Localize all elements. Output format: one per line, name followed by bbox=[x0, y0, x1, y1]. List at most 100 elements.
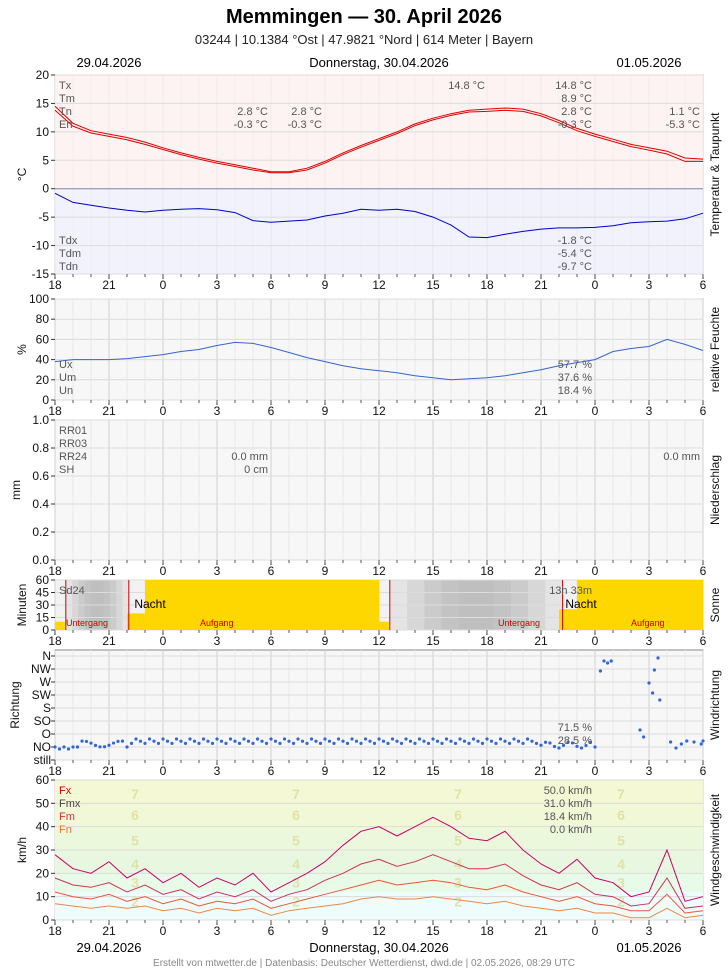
wind-direction-point bbox=[539, 743, 543, 747]
wind-direction-point bbox=[323, 737, 327, 741]
wind-direction-point bbox=[345, 741, 350, 746]
temp-legend-Tx: Tx bbox=[59, 80, 72, 92]
humidity-x-tick-label: 12 bbox=[372, 404, 386, 418]
wind-direction-point bbox=[228, 737, 233, 741]
wind-direction-point bbox=[341, 739, 345, 743]
humidity-y-tick-label: 60 bbox=[36, 332, 50, 346]
dir-stat-a: 71.5 % bbox=[558, 722, 592, 734]
wind-direction-point bbox=[638, 728, 642, 732]
wind-fmx: 31.0 km/h bbox=[544, 798, 592, 810]
wind-direction-point bbox=[224, 741, 228, 746]
precipitation-x-tick-label: 6 bbox=[700, 564, 707, 578]
wind-direction-point bbox=[233, 739, 237, 743]
footer-credit: Erstellt von mtwetter.de | Datenbasis: D… bbox=[153, 958, 575, 969]
beaufort-band bbox=[55, 780, 703, 804]
temperature-x-tick-label: 15 bbox=[426, 278, 440, 292]
beaufort-label: 5 bbox=[454, 833, 462, 849]
wind-series-fx bbox=[54, 816, 704, 902]
precipitation-x-tick-label: 6 bbox=[268, 564, 275, 578]
temperature-x-tick-label: 0 bbox=[160, 278, 167, 292]
wind-direction-point bbox=[215, 737, 219, 741]
wind-direction-point bbox=[273, 739, 278, 743]
wind-direction-point bbox=[458, 737, 462, 741]
temperature-y-tick-label: 5 bbox=[42, 153, 49, 167]
precip-legend-SH: SH bbox=[59, 464, 74, 476]
sunshine-x-tick-label: 0 bbox=[592, 634, 599, 648]
beaufort-label: 2 bbox=[454, 893, 462, 909]
humidity-y-tick-label: 0 bbox=[42, 393, 49, 407]
night-label: Nacht bbox=[134, 597, 166, 611]
sunshine-x-tick-label: 21 bbox=[102, 634, 116, 648]
wind-direction-x-tick-label: 12 bbox=[372, 764, 386, 778]
beaufort-label: 5 bbox=[617, 833, 625, 849]
temperature-x-tick-label: 18 bbox=[48, 278, 62, 292]
wind-direction-point bbox=[525, 737, 530, 741]
sunshine-bar bbox=[577, 580, 703, 630]
wind-direction-point bbox=[134, 737, 138, 741]
wind-direction-point bbox=[516, 739, 521, 743]
wind-direction-point bbox=[246, 739, 251, 743]
wind-speed-x-tick-label: 0 bbox=[592, 924, 599, 938]
wind-direction-point bbox=[278, 741, 282, 746]
wind-direction-point bbox=[143, 741, 147, 746]
wind-speed-x-tick-label: 21 bbox=[102, 924, 116, 938]
wind-speed-x-tick-label: 6 bbox=[700, 924, 707, 938]
wind-speed-x-tick-label: 3 bbox=[214, 924, 221, 938]
beaufort-label: 3 bbox=[617, 875, 625, 891]
wind-direction-point bbox=[327, 739, 332, 743]
temperature-y-tick-label: 15 bbox=[36, 96, 50, 110]
sunshine-x-tick-label: 3 bbox=[214, 634, 221, 648]
wind-direction-point bbox=[548, 741, 552, 745]
wind-direction-point bbox=[300, 739, 305, 743]
dir-stat-b: 28.5 % bbox=[558, 735, 592, 747]
wind-direction-point bbox=[588, 740, 593, 744]
sunset-label-2: Untergang bbox=[498, 618, 540, 628]
humidity-x-tick-label: 3 bbox=[214, 404, 221, 418]
wind-direction-x-tick-label: 15 bbox=[426, 764, 440, 778]
wind-direction-point bbox=[431, 737, 435, 741]
wind-direction-point bbox=[699, 742, 703, 746]
date-center-bottom: Donnerstag, 30.04.2026 bbox=[309, 940, 449, 955]
wind-direction-point bbox=[642, 735, 646, 739]
wind-direction-point bbox=[255, 737, 260, 741]
wind-direction-point bbox=[422, 739, 426, 743]
wind-direction-point bbox=[291, 741, 296, 746]
tmin-line bbox=[54, 109, 703, 174]
sunshine-x-tick-label: 15 bbox=[426, 634, 440, 648]
wind-direction-point bbox=[350, 737, 354, 741]
sunshine-y-tick-label: 30 bbox=[36, 598, 50, 612]
wind-direction-x-tick-label: 0 bbox=[592, 764, 599, 778]
beaufort-label: 6 bbox=[131, 807, 139, 823]
page-title: Memmingen — 30. April 2026 bbox=[225, 6, 502, 28]
wind-legend-Fmx: Fmx bbox=[59, 798, 81, 810]
date-center: Donnerstag, 30.04.2026 bbox=[309, 55, 449, 70]
sunshine-bar bbox=[145, 580, 379, 630]
sunshine-x-tick-label: 3 bbox=[646, 634, 653, 648]
sunshine-bar bbox=[379, 621, 389, 630]
humidity-y-tick-label: 40 bbox=[36, 353, 50, 367]
wind-direction-point bbox=[174, 737, 179, 741]
beaufort-label: 4 bbox=[131, 856, 139, 872]
beaufort-label: 3 bbox=[131, 875, 139, 891]
wind-direction-point bbox=[609, 659, 613, 663]
wind-direction-point bbox=[210, 741, 215, 746]
wind-direction-point bbox=[552, 744, 557, 749]
wind-direction-point bbox=[658, 698, 662, 702]
wind-direction-point bbox=[449, 739, 453, 743]
beaufort-band bbox=[55, 852, 703, 874]
wind-direction-point bbox=[579, 746, 584, 750]
wind-direction-point bbox=[685, 739, 689, 743]
humidity-line bbox=[54, 338, 704, 381]
wind-direction-point bbox=[471, 737, 476, 741]
wind-direction-point bbox=[503, 739, 507, 743]
wind-direction-point bbox=[129, 741, 134, 746]
date-right: 01.05.2026 bbox=[616, 55, 681, 70]
precipitation-y-tick-label: 0.2 bbox=[32, 525, 49, 539]
sunshine-bar bbox=[127, 613, 145, 630]
humidity-x-tick-label: 6 bbox=[268, 404, 275, 418]
wind-direction-point bbox=[102, 745, 107, 749]
wind-speed-x-tick-label: 18 bbox=[48, 924, 62, 938]
wind-direction-point bbox=[512, 737, 516, 741]
sunshine-x-tick-label: 0 bbox=[160, 634, 167, 648]
temp-legend-Tn: Tn bbox=[59, 106, 72, 118]
